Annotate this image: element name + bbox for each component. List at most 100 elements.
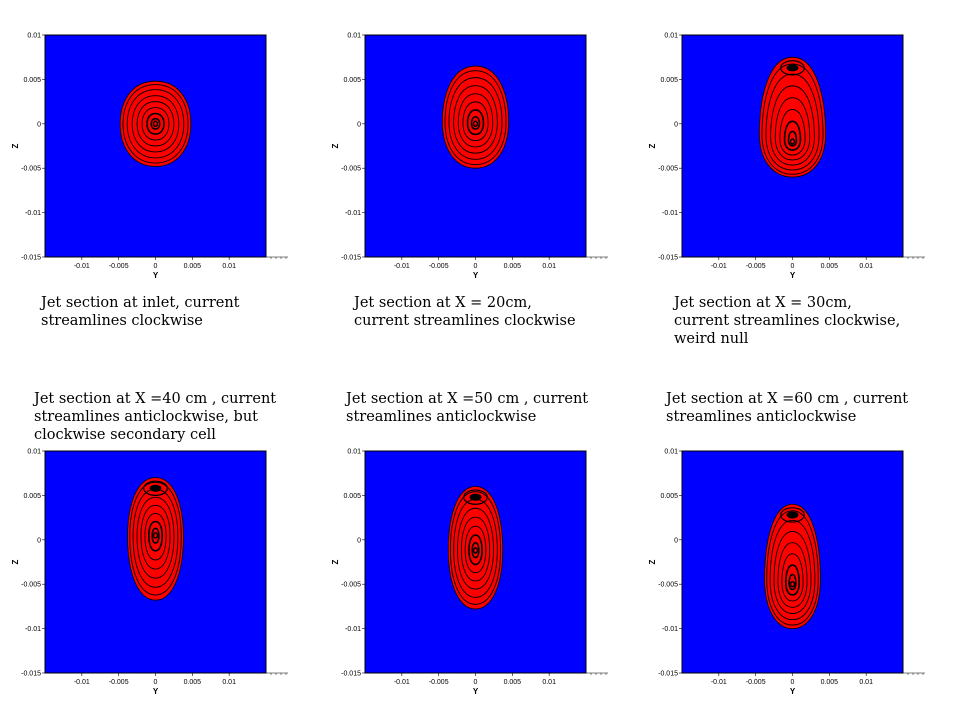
core-point: [789, 580, 796, 588]
x-tick-label: -0.005: [746, 679, 766, 686]
x-tick-label: 0.005: [504, 263, 522, 270]
x-tick-label: 0: [154, 263, 158, 270]
y-tick-label: -0.01: [345, 210, 361, 217]
streamline: [784, 564, 801, 596]
y-tick-label: -0.015: [21, 671, 41, 678]
x-tick-label: 0.01: [859, 679, 873, 686]
contour-plot-1: -0.01 -0.005 0 0.005 0.01 0.01 0.005 0 -0.005 -0.…: [11, 33, 288, 280]
streamline: [140, 504, 171, 570]
x-tick-label: -0.005: [429, 679, 449, 686]
y-tick-label: 0.005: [23, 77, 41, 84]
x-tick-label: 0.005: [184, 679, 202, 686]
streamline: [141, 107, 170, 141]
caption-2: Jet section at X = 20cm, current streaml…: [354, 294, 654, 330]
caption-5-line-2: streamlines anticlockwise: [346, 409, 537, 425]
streamline: [136, 496, 175, 579]
y-tick-label: 0.005: [343, 493, 361, 500]
streamline: [131, 95, 180, 153]
x-tick-label: 0: [474, 263, 478, 270]
streamline: [147, 520, 164, 552]
y-tick-label: 0.005: [343, 77, 361, 84]
streamline: [783, 120, 802, 151]
y-tick-label: -0.015: [341, 255, 361, 262]
streamline: [150, 117, 161, 130]
streamline: [144, 512, 167, 561]
streamline: [457, 507, 494, 590]
x-tick-label: -0.005: [746, 263, 766, 270]
secondary-cell-core: [786, 511, 799, 519]
x-tick-label: 0.01: [542, 679, 556, 686]
y-tick-label: 0: [37, 121, 41, 128]
caption-1-line-2: streamlines clockwise: [41, 313, 203, 329]
plot-panel-5: -0.01 -0.005 0 0.005 0.01 0.01 0.005 0 -0.005 -0.…: [320, 436, 620, 706]
caption-1-line-1: Jet section at inlet, current: [41, 295, 240, 311]
streamline: [769, 519, 816, 621]
core-point: [472, 120, 479, 128]
x-tick-label: -0.01: [394, 263, 410, 270]
y-tick-label: 0.005: [660, 493, 678, 500]
secondary-cell-core: [149, 484, 162, 492]
secondary-cell: [463, 489, 488, 505]
x-axis-label: Y: [153, 271, 159, 280]
x-tick-label: 0.005: [821, 263, 839, 270]
y-tick-label: -0.005: [21, 582, 41, 589]
plot-panel-6: -0.01 -0.005 0 0.005 0.01 0.01 0.005 0 -0.005 -0.…: [637, 436, 937, 706]
y-axis-label: Z: [331, 559, 340, 564]
contour-plot-2: -0.01 -0.005 0 0.005 0.01 0.01 0.005 0 -0.005 -0.…: [331, 33, 608, 280]
caption-4-line-2: streamlines anticlockwise, but: [34, 409, 258, 425]
caption-4: Jet section at X =40 cm , current stream…: [34, 390, 334, 444]
streamline: [787, 130, 798, 147]
y-tick-label: -0.01: [25, 626, 41, 633]
y-tick-label: 0: [674, 121, 678, 128]
caption-5-line-1: Jet section at X =50 cm , current: [346, 391, 589, 407]
x-axis-label: Y: [473, 687, 479, 696]
caption-4-line-1: Jet section at X =40 cm , current: [34, 391, 277, 407]
caption-6: Jet section at X =60 cm , current stream…: [666, 390, 960, 426]
y-tick-label: -0.005: [658, 166, 678, 173]
streamline: [126, 89, 185, 159]
caption-1: Jet section at inlet, current streamline…: [41, 294, 341, 330]
streamline: [788, 573, 797, 591]
y-tick-label: 0: [357, 537, 361, 544]
jet-region: [127, 477, 184, 601]
x-tick-label: 0: [791, 263, 795, 270]
x-tick-label: 0: [154, 679, 158, 686]
caption-3-line-2: current streamlines clockwise,: [674, 313, 901, 329]
plot-panel-1: -0.01 -0.005 0 0.005 0.01 0.01 0.005 0 -0.005 -0.…: [0, 20, 300, 290]
streamline: [773, 531, 812, 614]
contour-plot-4: -0.01 -0.005 0 0.005 0.01 0.01 0.005 0 -0.005 -0.…: [11, 449, 288, 696]
y-tick-label: 0.01: [347, 33, 361, 40]
y-tick-label: -0.015: [658, 255, 678, 262]
streamline: [468, 534, 483, 566]
plot-panel-2: -0.01 -0.005 0 0.005 0.01 0.01 0.005 0 -0.005 -0.…: [320, 20, 620, 290]
y-axis-label: Z: [648, 559, 657, 564]
caption-6-line-2: streamlines anticlockwise: [666, 409, 857, 425]
x-tick-label: -0.005: [429, 263, 449, 270]
streamline: [471, 541, 480, 559]
secondary-cell-core: [786, 64, 799, 72]
y-tick-label: 0: [357, 121, 361, 128]
caption-2-line-1: Jet section at X = 20cm,: [354, 295, 532, 311]
y-tick-label: 0.005: [660, 77, 678, 84]
x-tick-label: -0.01: [711, 263, 727, 270]
y-tick-label: -0.005: [658, 582, 678, 589]
y-tick-label: 0.01: [27, 33, 41, 40]
streamline: [457, 93, 494, 148]
y-tick-label: -0.015: [21, 255, 41, 262]
plot-panel-3: -0.01 -0.005 0 0.005 0.01 0.01 0.005 0 -0.005 -0.…: [637, 20, 937, 290]
core-point: [152, 120, 159, 128]
y-tick-label: -0.015: [341, 671, 361, 678]
y-tick-label: 0: [37, 537, 41, 544]
caption-4-line-3: clockwise secondary cell: [34, 427, 216, 443]
caption-6-line-1: Jet section at X =60 cm , current: [666, 391, 909, 407]
streamline: [470, 116, 481, 130]
streamline: [129, 481, 182, 596]
y-axis-label: Z: [648, 143, 657, 148]
x-tick-label: 0.01: [222, 679, 236, 686]
streamline: [146, 112, 165, 135]
y-tick-label: -0.01: [345, 626, 361, 633]
jet-region: [764, 503, 821, 630]
caption-5: Jet section at X =50 cm , current stream…: [346, 390, 646, 426]
x-axis-label: Y: [790, 687, 796, 696]
x-tick-label: 0.005: [184, 263, 202, 270]
